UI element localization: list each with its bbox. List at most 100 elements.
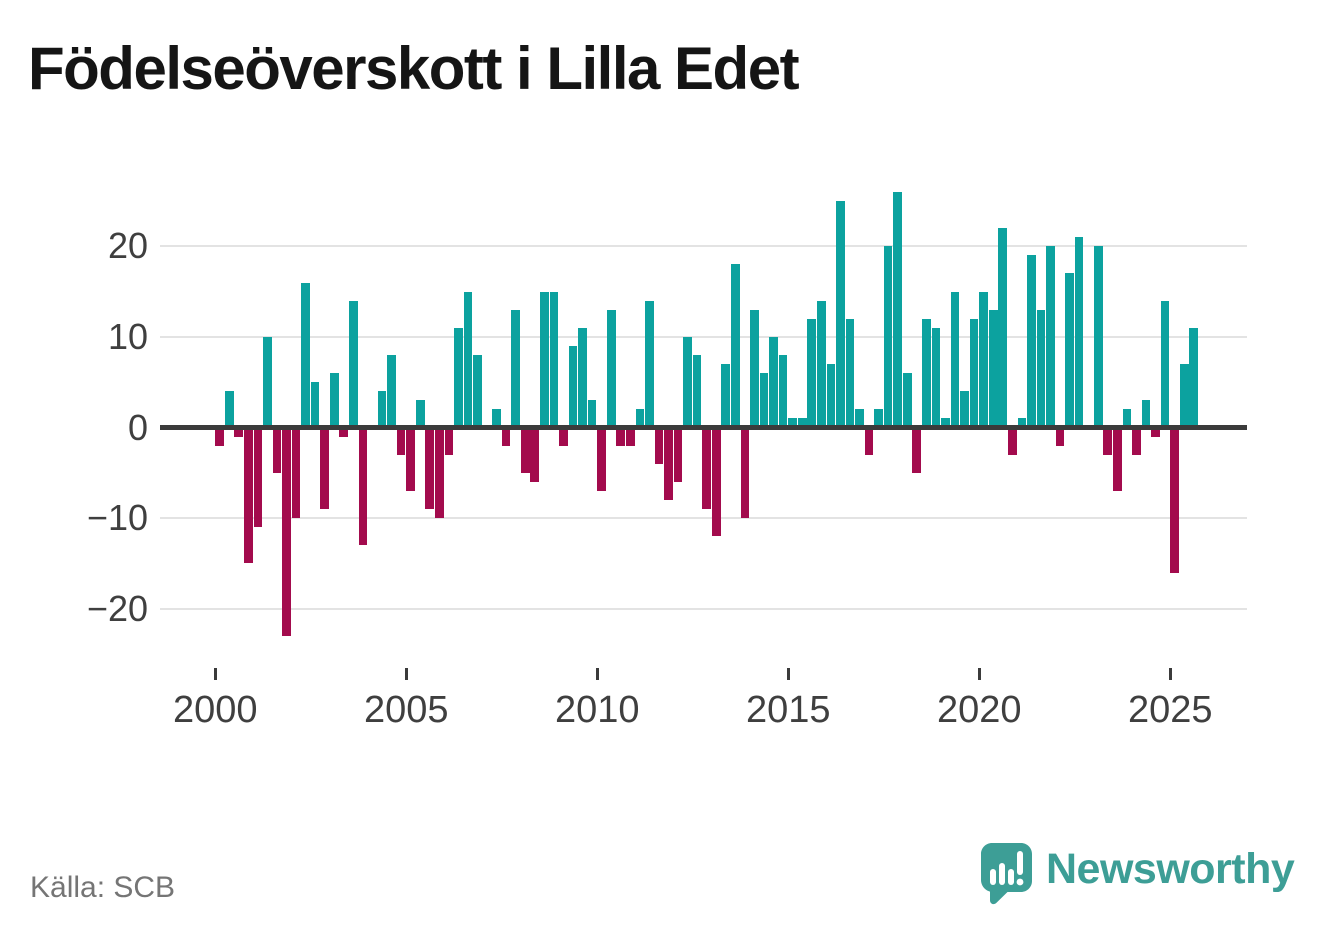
- bar-2019-Q2: [950, 291, 960, 428]
- bar-2008-Q3: [540, 291, 549, 428]
- bar-2012-Q2: [683, 336, 692, 428]
- bar-2025-Q3: [1189, 327, 1199, 428]
- x-axis-tick-2020: [977, 668, 981, 680]
- bar-2007-Q3: [501, 427, 511, 446]
- bar-2013-Q2: [721, 364, 731, 428]
- bar-2017-Q4: [893, 191, 903, 428]
- bar-2015-Q2: [797, 418, 807, 428]
- bar-2021-Q4: [1046, 246, 1055, 428]
- bar-2006-Q3: [463, 291, 473, 428]
- bar-2020-Q1: [979, 291, 988, 428]
- bar-2011-Q3: [654, 427, 664, 464]
- bar-2015-Q1: [788, 418, 797, 428]
- logo-bar-small-icon: [990, 869, 996, 885]
- x-axis-tick-2005: [404, 668, 408, 680]
- bar-2011-Q4: [664, 427, 673, 500]
- x-axis-zero-line: [160, 425, 1247, 430]
- bar-2005-Q2: [415, 400, 425, 428]
- bar-2001-Q4: [282, 427, 291, 636]
- logo-exclamation-dot-icon: [1016, 878, 1024, 886]
- newsworthy-logo: Newsworthy: [980, 842, 1295, 907]
- bar-2018-Q2: [912, 427, 922, 473]
- bar-2023-Q3: [1113, 427, 1122, 491]
- bar-2023-Q1: [1093, 246, 1103, 428]
- bar-2000-Q4: [243, 427, 253, 564]
- gridline-y--20: [160, 607, 1247, 610]
- y-axis-label-10: 10: [107, 315, 148, 357]
- bar-2014-Q1: [750, 309, 759, 428]
- bar-2001-Q3: [272, 427, 282, 473]
- bar-2024-Q1: [1132, 427, 1141, 455]
- bar-2017-Q1: [864, 427, 874, 455]
- bar-2020-Q4: [1007, 427, 1017, 455]
- bar-2020-Q3: [998, 228, 1008, 428]
- bar-2002-Q2: [301, 282, 310, 428]
- bar-2023-Q2: [1103, 427, 1113, 455]
- bar-2008-Q1: [520, 427, 530, 473]
- x-axis-label-2000: 2000: [173, 689, 258, 731]
- bar-2021-Q1: [1017, 418, 1027, 428]
- newsworthy-logo-icon: [981, 843, 1032, 905]
- bar-2019-Q4: [969, 318, 979, 428]
- bar-2005-Q4: [434, 427, 444, 519]
- logo-bar-medium-icon: [999, 863, 1005, 885]
- gridline-y-10: [160, 335, 1247, 338]
- bar-2016-Q3: [845, 318, 855, 428]
- bar-2017-Q2: [874, 409, 883, 428]
- newsworthy-logo-text: Newsworthy: [1046, 845, 1295, 893]
- y-axis-label--10: −10: [86, 497, 148, 539]
- bar-2000-Q2: [224, 391, 234, 428]
- bar-2008-Q4: [549, 291, 559, 428]
- bar-2005-Q3: [425, 427, 435, 510]
- bar-2004-Q3: [387, 355, 396, 428]
- x-axis-label-2010: 2010: [555, 689, 640, 731]
- bar-2016-Q4: [855, 409, 864, 428]
- bar-2003-Q3: [349, 300, 358, 428]
- bar-2002-Q1: [291, 427, 301, 519]
- bar-2008-Q2: [530, 427, 540, 482]
- bar-2022-Q2: [1065, 273, 1074, 428]
- bar-2006-Q4: [473, 355, 482, 428]
- bar-2014-Q2: [759, 373, 769, 428]
- x-axis-label-2005: 2005: [364, 689, 449, 731]
- x-axis-tick-2025: [1168, 668, 1172, 680]
- bar-2016-Q1: [826, 364, 836, 428]
- bar-2025-Q2: [1179, 364, 1189, 428]
- bar-2018-Q1: [902, 373, 912, 428]
- bar-2025-Q1: [1170, 427, 1179, 573]
- bar-2012-Q4: [702, 427, 712, 510]
- source-note: Källa: SCB: [30, 871, 176, 904]
- y-axis-label--20: −20: [86, 587, 148, 629]
- x-axis-label-2015: 2015: [746, 689, 831, 731]
- bar-2023-Q4: [1122, 409, 1132, 428]
- bar-2001-Q2: [263, 336, 272, 428]
- bar-2021-Q2: [1027, 255, 1036, 428]
- bar-2013-Q3: [731, 264, 740, 428]
- bar-2020-Q2: [988, 309, 998, 428]
- bar-2011-Q2: [645, 300, 654, 428]
- chart-title: Födelseöverskott i Lilla Edet: [28, 35, 800, 102]
- bar-2009-Q2: [568, 345, 578, 428]
- bar-2024-Q3: [1151, 427, 1160, 437]
- logo-exclamation-icon: [1017, 851, 1023, 875]
- bar-2000-Q3: [234, 427, 244, 437]
- bar-2016-Q2: [836, 200, 845, 428]
- bar-2003-Q2: [339, 427, 349, 437]
- bar-2004-Q2: [377, 391, 387, 428]
- bar-2009-Q4: [587, 400, 597, 428]
- bar-2019-Q1: [941, 418, 950, 428]
- bar-2014-Q4: [778, 355, 788, 428]
- bar-2015-Q3: [807, 318, 817, 428]
- bar-2011-Q1: [635, 409, 645, 428]
- bar-2018-Q4: [931, 327, 941, 428]
- bar-2005-Q1: [406, 427, 415, 491]
- bar-2021-Q3: [1036, 309, 1046, 428]
- bar-2010-Q3: [616, 427, 626, 446]
- bar-2015-Q4: [816, 300, 826, 428]
- bar-2022-Q3: [1074, 237, 1084, 428]
- bar-2003-Q1: [329, 373, 339, 428]
- gridline-y-20: [160, 245, 1247, 248]
- bar-2003-Q4: [358, 427, 368, 546]
- bar-2002-Q4: [320, 427, 330, 510]
- bar-2006-Q2: [454, 327, 463, 428]
